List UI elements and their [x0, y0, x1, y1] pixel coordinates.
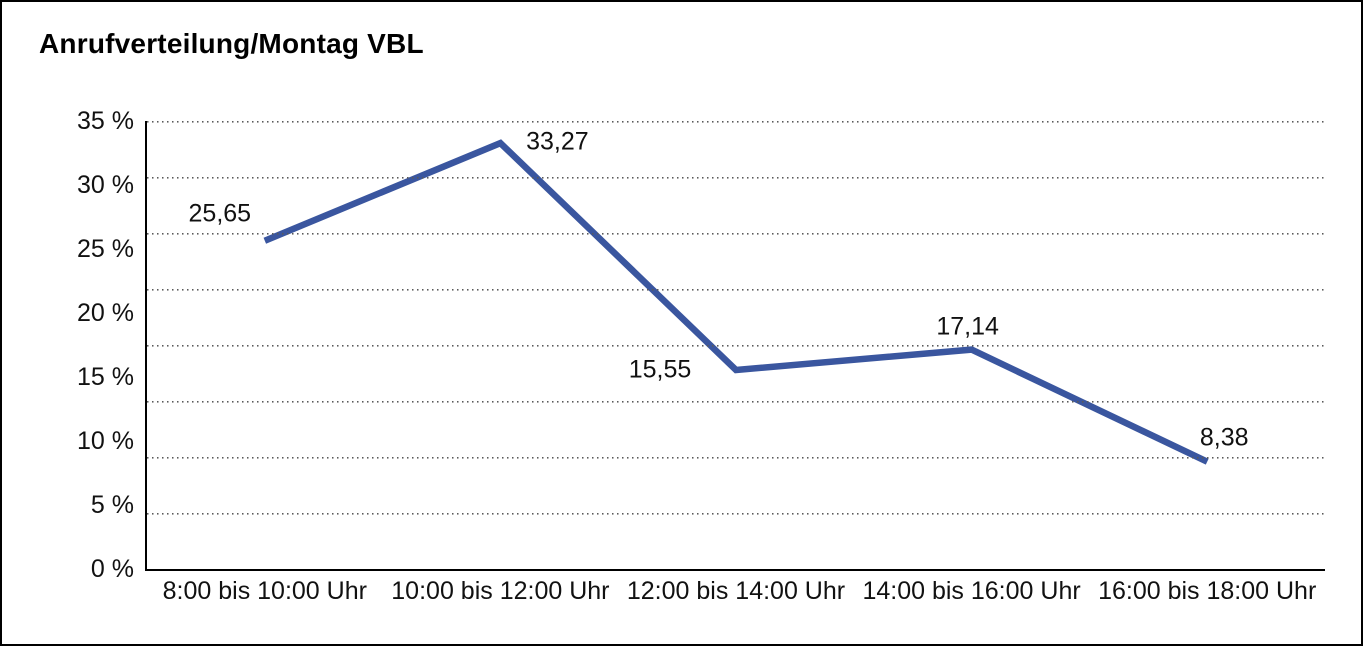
data-point-label: 15,55: [628, 355, 692, 384]
gridline: [147, 457, 1325, 459]
plot-area: [147, 121, 1325, 571]
gridline: [147, 177, 1325, 179]
data-line: [263, 139, 1209, 465]
chart-title: Anrufverteilung/Montag VBL: [39, 28, 424, 59]
data-point-label: 25,65: [188, 199, 252, 228]
y-tick-label: 5 %: [90, 491, 134, 519]
y-tick-label: 0 %: [90, 555, 134, 583]
y-tick-label: 30 %: [77, 171, 134, 199]
x-category-label: 16:00 bis 18:00 Uhr: [1098, 577, 1317, 605]
gridline: [147, 289, 1325, 291]
y-tick-label: 25 %: [77, 235, 134, 263]
gridline: [147, 121, 1325, 123]
data-point-label: 17,14: [936, 312, 999, 341]
gridline: [147, 345, 1325, 347]
gridline: [147, 233, 1325, 235]
x-axis-tick-labels: 8:00 bis 10:00 Uhr 10:00 bis 12:00 Uhr 12:…: [147, 576, 1325, 608]
y-tick-label: 10 %: [77, 427, 134, 455]
x-category-label: 12:00 bis 14:00 Uhr: [626, 577, 846, 605]
data-point-label: 8,38: [1199, 423, 1249, 452]
x-category-label: 8:00 bis 10:00 Uhr: [162, 577, 367, 605]
y-axis-tick-labels: 35 % 30 % 25 % 20 % 15 % 10 % 5 % 0 %: [2, 2, 134, 644]
line-series-svg: [263, 139, 1209, 465]
y-tick-label: 35 %: [77, 107, 134, 135]
gridline: [147, 513, 1325, 515]
y-tick-label: 15 %: [77, 363, 134, 391]
gridline: [147, 401, 1325, 403]
x-category-label: 10:00 bis 12:00 Uhr: [391, 577, 610, 605]
x-category-label: 14:00 bis 16:00 Uhr: [862, 577, 1081, 605]
y-axis-line: [145, 121, 147, 571]
y-tick-label: 20 %: [77, 299, 134, 327]
data-point-label: 33,27: [526, 127, 589, 156]
